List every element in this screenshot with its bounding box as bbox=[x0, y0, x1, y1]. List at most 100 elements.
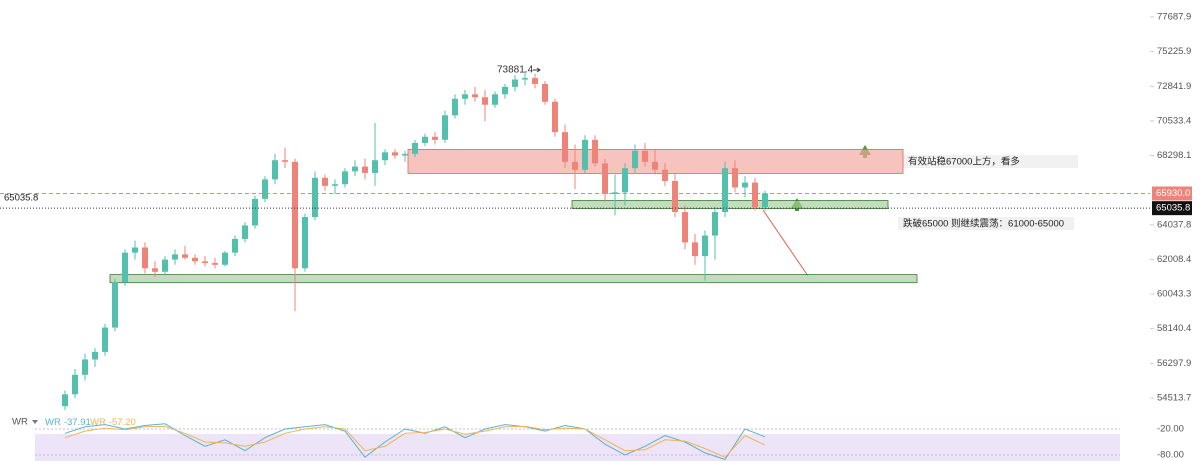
y-tick-label: 77687.9 bbox=[1157, 12, 1191, 23]
annotation: 有效站稳67000上方，看多 bbox=[908, 156, 1020, 168]
candle-body bbox=[72, 374, 78, 395]
crosshair-box bbox=[1152, 201, 1192, 216]
current-price-label: 65930.0 bbox=[1156, 188, 1190, 199]
legend-value: -37.91 bbox=[64, 417, 91, 428]
candle-body bbox=[282, 160, 288, 162]
legend-value: -57.20 bbox=[109, 417, 136, 428]
y-tick-label: -80.00 bbox=[1157, 450, 1184, 461]
candle-body bbox=[102, 327, 108, 352]
trend-line bbox=[762, 209, 809, 277]
candle-body bbox=[622, 168, 628, 193]
legend-name: WR bbox=[90, 417, 106, 428]
candle-body bbox=[62, 394, 68, 407]
indicator-name: WR bbox=[12, 417, 28, 428]
candle-body bbox=[192, 257, 198, 262]
crosshair-left-label: 65035.8 bbox=[4, 193, 38, 204]
candle-body bbox=[672, 180, 678, 213]
candle-body bbox=[332, 184, 338, 186]
candle-body bbox=[352, 166, 358, 172]
candle-body bbox=[492, 94, 498, 105]
candle-body bbox=[632, 150, 638, 169]
y-tick-label: 64037.8 bbox=[1157, 219, 1191, 230]
candle-body bbox=[502, 86, 508, 95]
candle-body bbox=[172, 254, 178, 260]
high-arrow bbox=[533, 67, 541, 73]
candle-body bbox=[322, 177, 328, 186]
candle-body bbox=[692, 242, 698, 257]
candle-body bbox=[122, 252, 128, 283]
candle-body bbox=[82, 359, 88, 375]
candle-body bbox=[372, 160, 378, 173]
candle-body bbox=[742, 182, 748, 188]
candle-body bbox=[182, 254, 188, 258]
dropdown[interactable] bbox=[32, 420, 38, 424]
candle-body bbox=[152, 268, 158, 272]
candle-body bbox=[202, 261, 208, 264]
candle-body bbox=[432, 136, 438, 140]
candle-body bbox=[642, 150, 648, 162]
y-tick-label: 72841.9 bbox=[1157, 81, 1191, 92]
candle-body bbox=[482, 97, 488, 105]
candle-body bbox=[292, 161, 298, 269]
zone bbox=[109, 274, 918, 284]
y-tick-label: 60043.3 bbox=[1157, 289, 1191, 300]
candle-body bbox=[552, 101, 558, 133]
candle-body bbox=[412, 142, 418, 154]
y-tick-label: 70533.4 bbox=[1157, 115, 1191, 126]
candle-body bbox=[392, 152, 398, 156]
candle-body bbox=[682, 212, 688, 243]
candle-body bbox=[252, 198, 258, 226]
candle-body bbox=[542, 83, 548, 102]
indicator-band bbox=[35, 434, 1120, 461]
candle-body bbox=[702, 235, 708, 257]
candle-body bbox=[602, 163, 608, 194]
y-tick-label: -20.00 bbox=[1157, 423, 1184, 434]
candle-body bbox=[712, 212, 718, 236]
y-tick-label: 56297.9 bbox=[1157, 358, 1191, 369]
y-tick-label: 75225.9 bbox=[1157, 46, 1191, 57]
high-label: 73881.4 bbox=[497, 65, 534, 76]
candle-body bbox=[262, 179, 268, 199]
candle-body bbox=[582, 139, 588, 170]
candle-body bbox=[212, 263, 218, 265]
candle-body bbox=[112, 282, 118, 328]
candle-body bbox=[222, 252, 228, 265]
candle-body bbox=[592, 139, 598, 164]
candle-body bbox=[342, 171, 348, 185]
current-price-box bbox=[1152, 186, 1192, 201]
candle-body bbox=[452, 98, 458, 116]
candle-body bbox=[752, 182, 758, 208]
note-box bbox=[898, 217, 1074, 230]
candle-body bbox=[302, 217, 308, 269]
legend-entry: WR -37.91 bbox=[45, 417, 91, 428]
candle-body bbox=[462, 94, 468, 99]
note-box bbox=[903, 155, 1078, 168]
candle-body bbox=[612, 192, 618, 194]
y-tick-label: 62008.4 bbox=[1157, 254, 1191, 265]
candle-body bbox=[312, 177, 318, 218]
legend-entry: WR -57.20 bbox=[90, 417, 136, 428]
candle-body bbox=[512, 79, 518, 87]
candle-body bbox=[362, 166, 368, 173]
candle-body bbox=[242, 225, 248, 239]
candle-body bbox=[442, 115, 448, 140]
candle-body bbox=[652, 161, 658, 170]
candle-body bbox=[162, 259, 168, 272]
candle-body bbox=[532, 78, 538, 84]
candle-body bbox=[472, 94, 478, 98]
zone bbox=[571, 200, 889, 209]
annotation: 跌破65000 则继续震荡：61000-65000 bbox=[903, 218, 1064, 230]
candle-body bbox=[92, 351, 98, 360]
y-tick-label: 58140.4 bbox=[1157, 323, 1191, 334]
candle-body bbox=[402, 153, 408, 156]
candle-body bbox=[232, 238, 238, 253]
candle-body bbox=[422, 136, 428, 143]
candle-body bbox=[722, 168, 728, 213]
y-tick-label: 68298.1 bbox=[1157, 150, 1191, 161]
y-tick-label: 54513.7 bbox=[1157, 392, 1191, 403]
candle-body bbox=[142, 247, 148, 269]
candle-body bbox=[562, 132, 568, 162]
